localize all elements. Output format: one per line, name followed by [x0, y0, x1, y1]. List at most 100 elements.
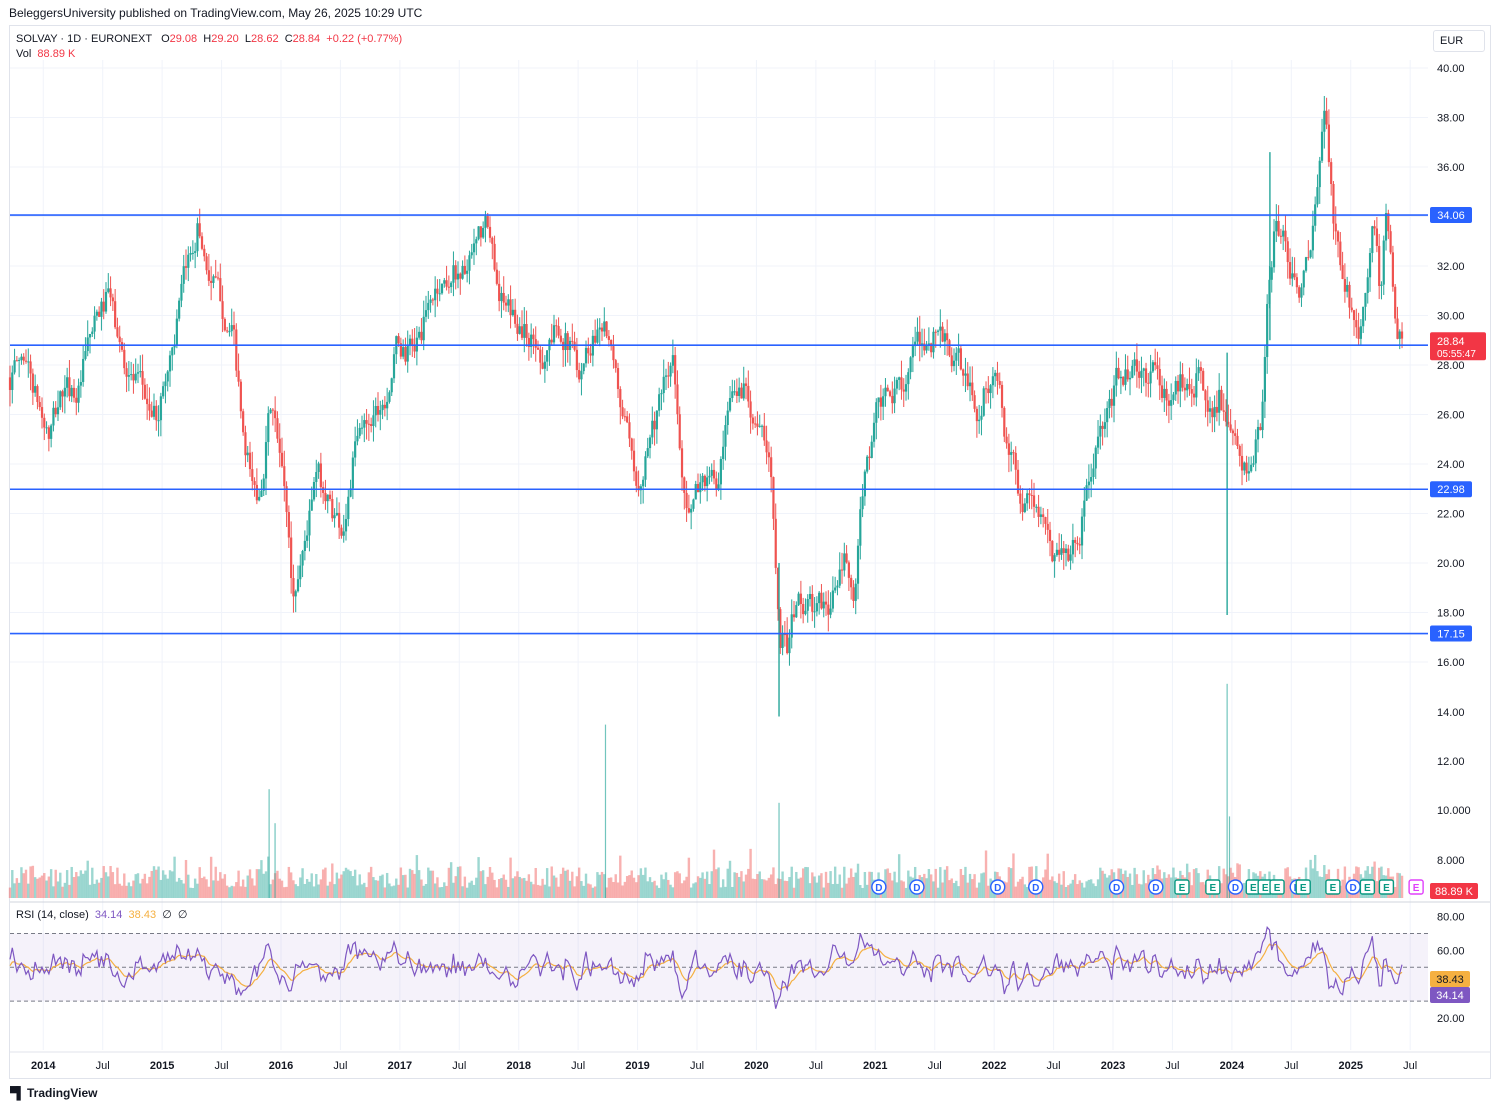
candle-body: [1167, 400, 1170, 406]
volume-bar: [107, 876, 110, 898]
volume-bar: [758, 871, 761, 898]
volume-bar: [228, 887, 231, 898]
volume-bar: [1053, 881, 1056, 898]
tradingview-logo[interactable]: ▀▌ TradingView: [10, 1086, 97, 1100]
candle-body: [1183, 387, 1186, 391]
candle-body: [452, 265, 455, 283]
candle-body: [870, 441, 873, 458]
candle-body: [728, 398, 732, 411]
volume-bar: [644, 867, 647, 898]
time-tick-label: 2017: [388, 1060, 412, 1072]
volume-tick-label: 12.00: [1437, 756, 1465, 768]
volume-bar: [509, 857, 512, 898]
dividend-marker-label: D: [1350, 883, 1357, 894]
candle-body: [895, 379, 898, 389]
candle-body: [88, 333, 92, 338]
volume-bar: [1094, 886, 1097, 898]
volume-bar: [420, 879, 423, 898]
candle-body: [1199, 367, 1202, 371]
time-tick-label: Jul: [928, 1060, 942, 1072]
candle-body: [472, 243, 476, 253]
volume-bar: [1311, 868, 1315, 898]
volume-bar: [984, 850, 988, 898]
volume-bar: [646, 881, 649, 898]
volume-bar: [120, 885, 124, 898]
candle-body: [504, 302, 508, 306]
volume-bar: [31, 865, 35, 898]
earnings-marker: [1359, 879, 1376, 895]
volume-bar: [1046, 853, 1049, 898]
volume-bar: [504, 879, 508, 898]
candle-body: [946, 333, 949, 341]
volume-bar: [907, 870, 910, 898]
volume-bar: [751, 878, 755, 898]
volume-bar: [671, 887, 675, 898]
volume-bar: [973, 874, 976, 898]
candle-body: [623, 416, 626, 418]
level-price-label: 17.15: [1437, 629, 1465, 641]
candle-body: [43, 417, 46, 428]
rsi-ma-badge: [1430, 971, 1470, 987]
candle-body: [317, 463, 320, 472]
candle-body: [543, 361, 546, 369]
volume-bar: [1343, 866, 1347, 898]
volume-bar: [427, 867, 430, 898]
candle-body: [596, 329, 599, 343]
candle-body: [747, 385, 750, 402]
candle-body: [1261, 401, 1264, 431]
candle-body: [1202, 370, 1205, 391]
volume-bar: [1124, 870, 1127, 898]
candle-body: [943, 333, 946, 342]
volume-bar: [769, 874, 773, 898]
candle-body: [1087, 481, 1090, 486]
candle-body: [630, 438, 633, 451]
candle-body: [1279, 235, 1282, 237]
earnings-marker: [1325, 879, 1341, 895]
volume-bar: [753, 879, 757, 898]
candle-body: [223, 318, 226, 331]
candle-body: [1021, 503, 1024, 513]
candle-body: [692, 499, 695, 509]
currency-selector[interactable]: EUR: [1433, 30, 1485, 52]
volume-bar: [534, 867, 537, 898]
volume-bar: [445, 885, 448, 898]
volume-bar: [678, 873, 681, 898]
candle-body: [845, 553, 848, 563]
candle-body: [1005, 436, 1008, 444]
rsi-title[interactable]: RSI (14, close): [16, 909, 89, 921]
candle-body: [15, 360, 18, 362]
volume-bar: [980, 873, 983, 898]
volume-bar: [568, 880, 572, 898]
volume-bar: [452, 882, 455, 898]
candle-body: [699, 482, 702, 493]
candle-body: [550, 339, 553, 343]
candle-body: [815, 603, 818, 612]
volume-bar: [388, 883, 391, 898]
candle-body: [783, 634, 786, 636]
volume-bar: [244, 886, 247, 898]
candle-body: [1094, 447, 1097, 469]
candle-body: [390, 378, 393, 393]
volume-bar: [550, 866, 553, 898]
symbol-title[interactable]: SOLVAY · 1D · EURONEXT: [16, 33, 152, 45]
volume-bar: [294, 884, 297, 898]
candle-body: [1398, 331, 1401, 339]
time-tick-label: Jul: [215, 1060, 229, 1072]
volume-bar: [342, 871, 345, 898]
volume-bar: [84, 870, 87, 898]
candle-body: [616, 368, 620, 390]
candle-body: [347, 496, 350, 520]
candle-body: [799, 593, 802, 604]
candle-body: [1396, 318, 1399, 339]
candle-body: [162, 386, 165, 397]
candle-body: [1085, 485, 1088, 501]
candle-body: [1163, 388, 1166, 398]
volume-bar: [500, 878, 503, 898]
dividend-marker: [909, 879, 925, 895]
volume-bar: [502, 874, 505, 898]
candle-body: [980, 415, 983, 420]
volume-bar: [104, 872, 108, 898]
volume-bar: [88, 884, 92, 898]
volume-spike: [1228, 816, 1231, 898]
